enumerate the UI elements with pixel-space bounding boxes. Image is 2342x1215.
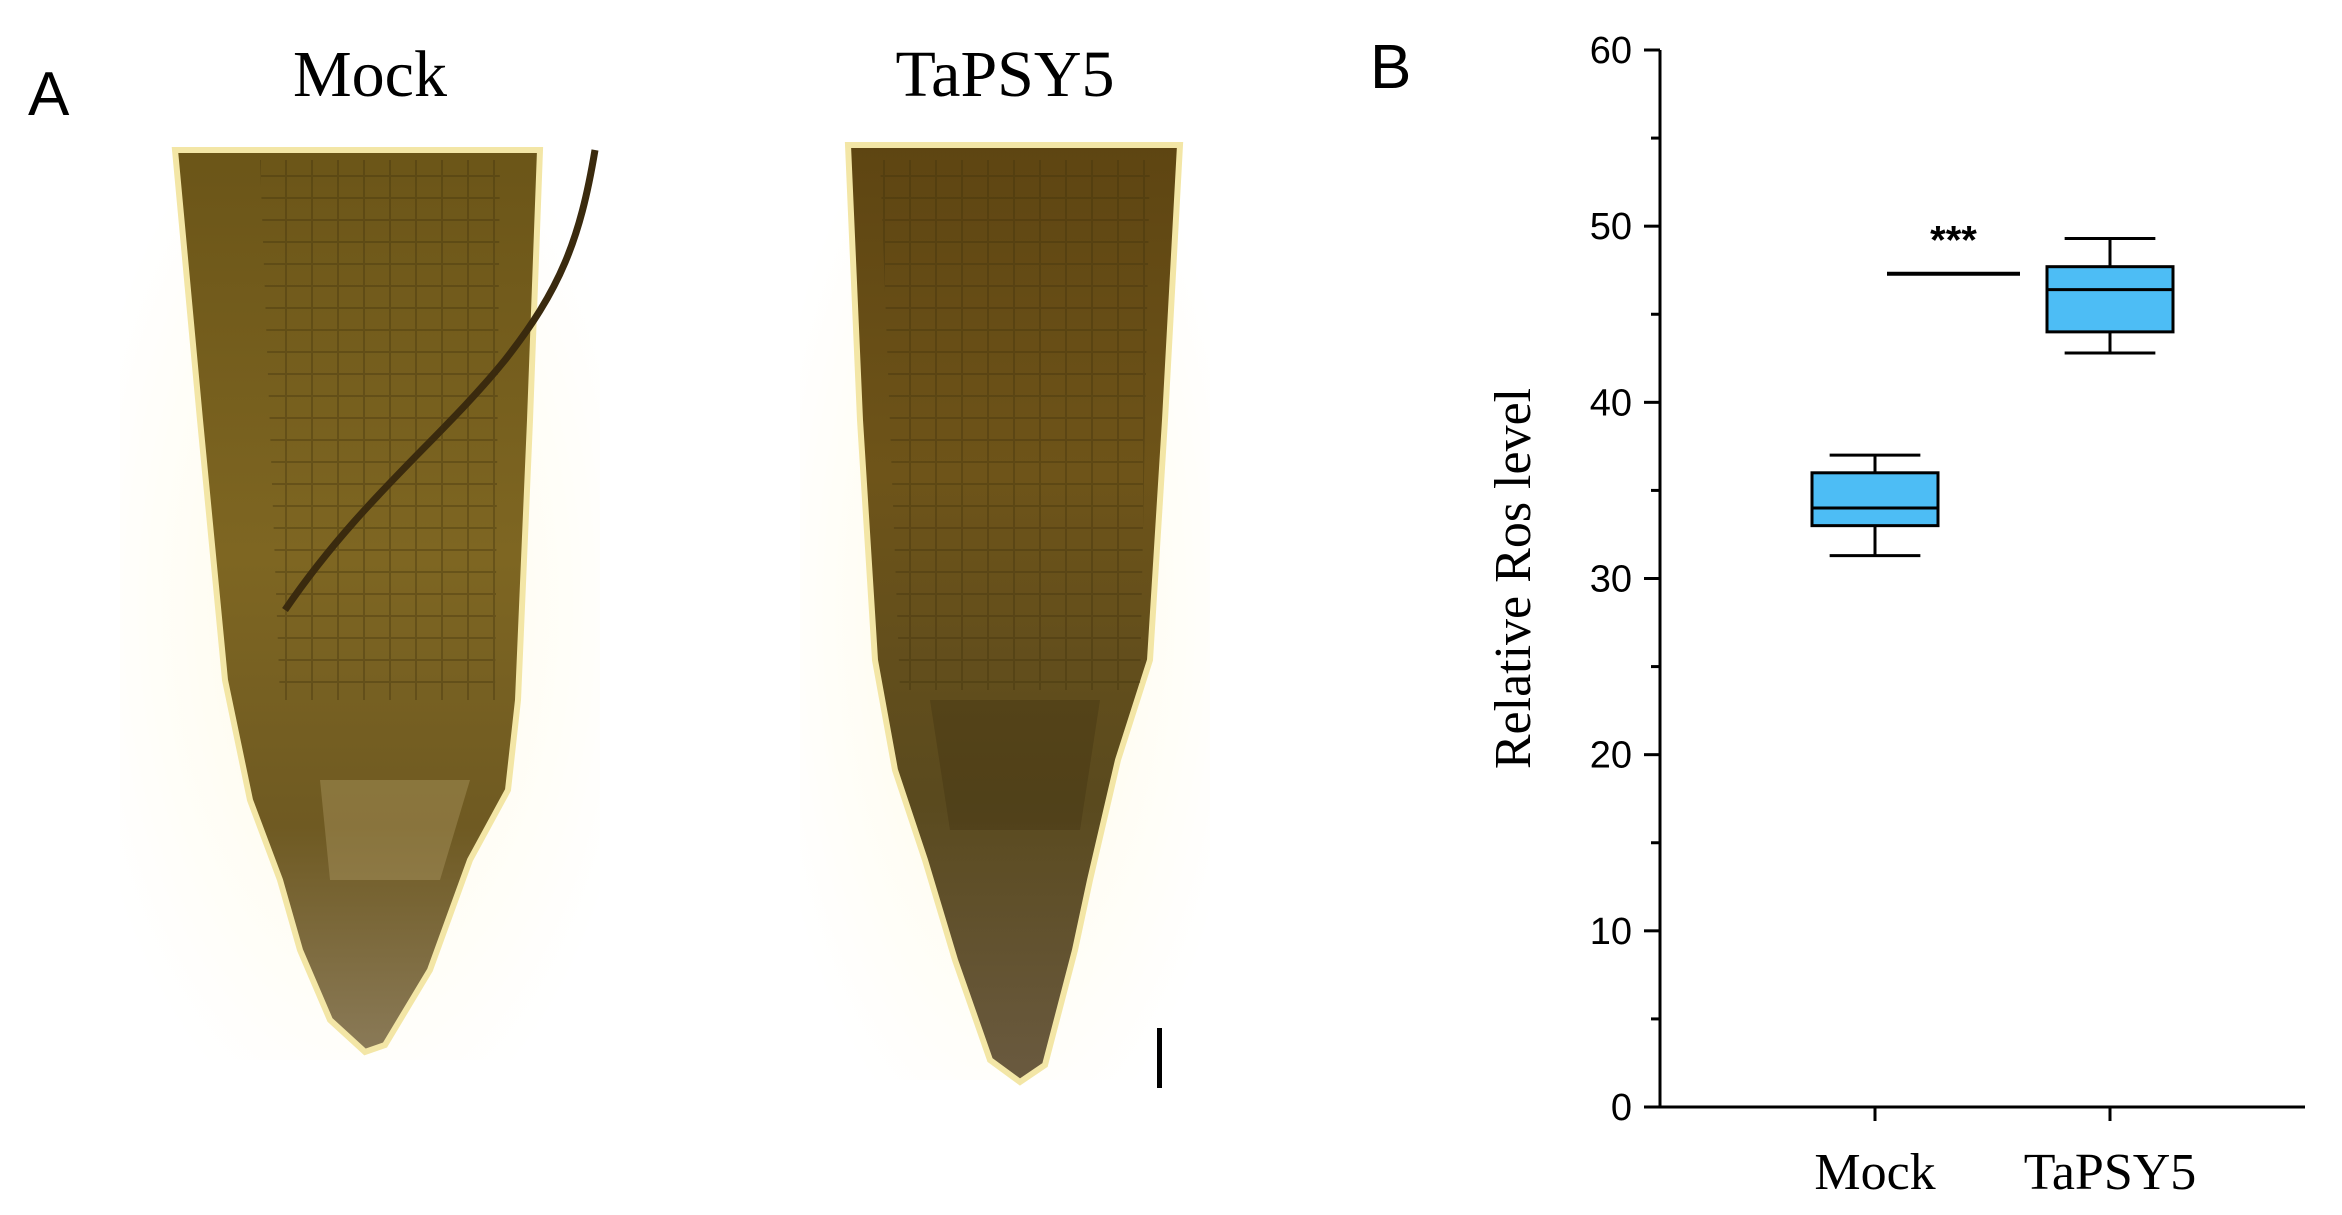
y-tick-label: 40 — [1590, 382, 1632, 424]
y-tick-label: 60 — [1590, 30, 1632, 72]
y-tick-label: 20 — [1590, 735, 1632, 777]
panel-b-letter: B — [1370, 33, 1411, 102]
y-tick-label: 30 — [1590, 559, 1632, 601]
y-tick-label: 50 — [1590, 206, 1632, 248]
iqr-box — [2045, 265, 2175, 334]
y-axis-title: Relative Ros level — [1485, 388, 1542, 769]
box-plot: 0 10 20 30 40 50 60 Mock TaPSY5 *** Relative Ros… — [1485, 30, 2305, 1201]
iqr-box — [1810, 471, 1940, 528]
panel-a-label-mock: Mock — [293, 38, 447, 111]
mock-root-image — [120, 147, 600, 1060]
scale-bar — [1157, 1028, 1162, 1088]
box-tapsy5 — [2045, 236, 2175, 355]
box-mock — [1810, 453, 1940, 558]
x-category-label: Mock — [1814, 1144, 1935, 1201]
panel-a-label-tapsy5: TaPSY5 — [895, 38, 1114, 111]
significance-label: *** — [1930, 219, 1977, 263]
panel-a-letter: A — [28, 60, 70, 129]
x-category-label: TaPSY5 — [2024, 1144, 2197, 1201]
tapsy5-root-image — [800, 142, 1210, 1088]
y-tick-label: 0 — [1611, 1087, 1632, 1129]
y-tick-label: 10 — [1590, 911, 1632, 953]
